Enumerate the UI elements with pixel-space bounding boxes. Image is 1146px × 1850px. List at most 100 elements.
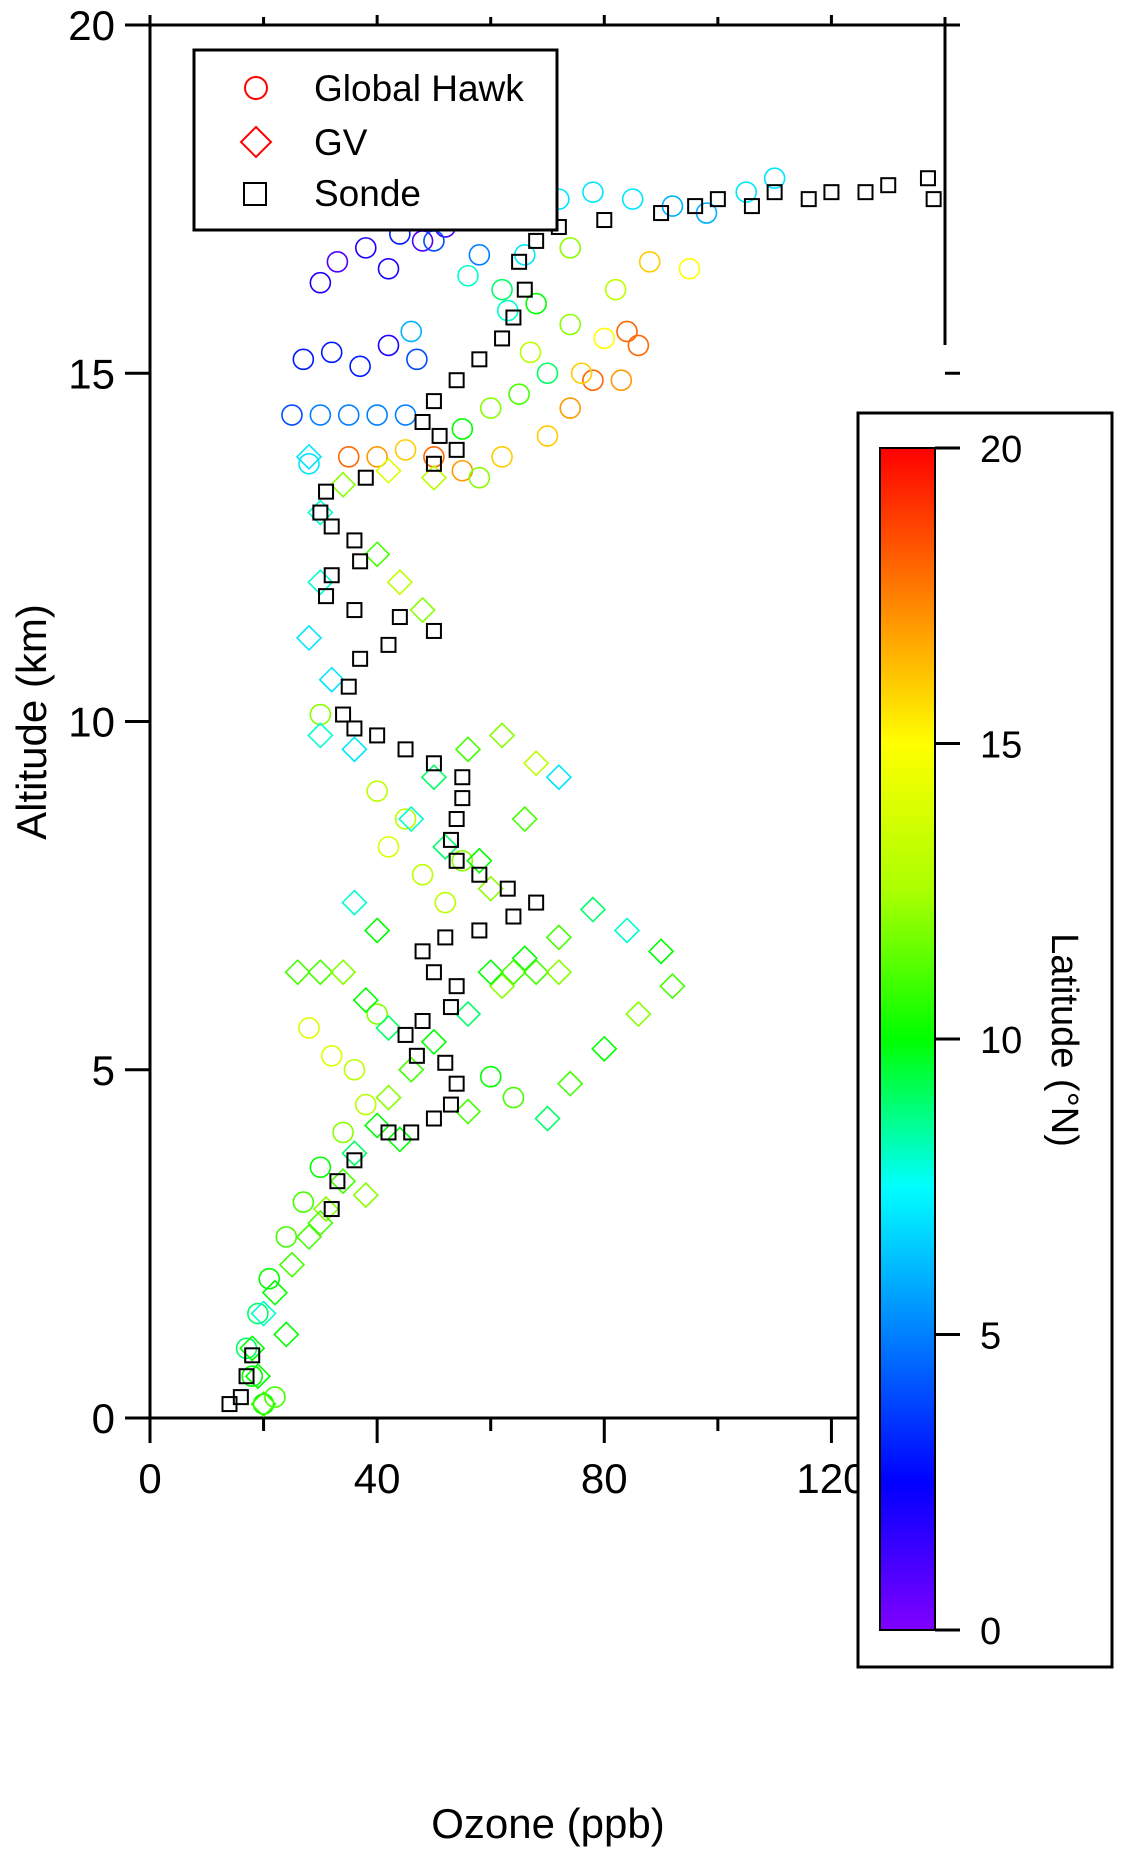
gv-point: [386, 569, 413, 596]
sonde-point: [511, 253, 528, 270]
global-hawk-point: [434, 891, 457, 914]
sonde-point: [323, 1201, 340, 1218]
legend: Global Hawk GV Sonde: [192, 48, 559, 232]
sonde-point: [442, 1096, 459, 1113]
gv-point: [409, 596, 436, 624]
data-layer: [221, 167, 942, 1418]
legend-label-sonde: Sonde: [314, 173, 421, 214]
sonde-point: [448, 978, 465, 995]
global-hawk-point: [247, 1302, 269, 1325]
sonde-point: [340, 678, 357, 695]
gv-point: [318, 666, 345, 693]
y-tick-label: 20: [68, 2, 115, 49]
global-hawk-point: [366, 780, 388, 802]
colorbar-tick-label: 15: [980, 725, 1022, 767]
global-hawk-point: [337, 404, 360, 426]
gv-point: [613, 917, 641, 944]
global-hawk-point: [559, 237, 582, 259]
global-hawk-point: [406, 348, 428, 371]
colorbar-label: Latitude (°N): [1043, 933, 1085, 1147]
sonde-point: [403, 1124, 420, 1141]
global-hawk-point: [394, 404, 417, 426]
global-hawk-point: [479, 397, 502, 419]
sonde-point: [857, 184, 874, 201]
global-hawk-point: [582, 181, 604, 203]
x-tick-label: 120: [796, 1455, 866, 1502]
gv-point: [488, 722, 516, 749]
colorbar-tick-label: 20: [980, 429, 1022, 471]
global-hawk-point: [366, 404, 388, 426]
global-hawk-point: [525, 292, 547, 315]
global-hawk-point: [491, 278, 513, 301]
gv-point: [545, 959, 572, 986]
gv-point: [250, 1300, 277, 1327]
y-tick-label: 5: [92, 1047, 115, 1094]
gv-point: [454, 1000, 482, 1028]
global-hawk-point: [264, 1386, 286, 1408]
sonde-point: [653, 205, 670, 222]
global-hawk-point: [377, 334, 400, 357]
gv-point: [375, 1084, 402, 1111]
global-hawk-point: [320, 1045, 343, 1067]
global-hawk-point: [292, 1191, 315, 1213]
sonde-point: [925, 191, 942, 208]
global-hawk-point: [468, 466, 491, 489]
gv-point: [307, 959, 334, 986]
gv-point: [250, 1390, 277, 1418]
sonde-point: [425, 455, 442, 472]
sonde-point: [596, 212, 613, 229]
gv-point: [534, 1105, 561, 1132]
sonde-point: [448, 811, 465, 828]
global-hawk-point: [536, 362, 559, 385]
global-hawk-point: [678, 257, 701, 280]
global-hawk-point: [763, 167, 786, 190]
sonde-point: [397, 741, 414, 758]
global-hawk-point: [252, 1393, 275, 1415]
x-axis-label: Ozone (ppb): [431, 1800, 664, 1847]
global-hawk-point: [354, 237, 377, 259]
x-tick-label: 80: [581, 1455, 628, 1502]
global-hawk-point: [559, 313, 582, 336]
gv-point: [500, 959, 527, 986]
x-tick-label: 0: [138, 1455, 161, 1502]
legend-marker-sonde: [243, 182, 267, 206]
sonde-point: [323, 518, 340, 535]
gv-point: [329, 959, 357, 986]
sonde-point: [494, 330, 511, 347]
gv-point: [307, 1209, 334, 1237]
gv-point: [454, 1098, 482, 1125]
global-hawk-point: [457, 264, 479, 287]
global-hawk-point: [326, 251, 349, 273]
gv-point: [591, 1035, 618, 1062]
y-axis-label: Altitude (km): [8, 604, 55, 840]
y-tick-label: 15: [68, 350, 115, 397]
gv-point: [341, 736, 368, 763]
global-hawk-point: [366, 446, 388, 468]
legend-marker-gv: [239, 125, 273, 159]
global-hawk-point: [536, 425, 559, 447]
global-hawk-point: [604, 278, 627, 301]
global-hawk-point: [332, 1121, 354, 1144]
global-hawk-point: [468, 244, 491, 266]
sonde-point: [743, 198, 760, 215]
legend-label-gv: GV: [314, 122, 368, 163]
sonde-point: [800, 191, 817, 208]
legend-box: [192, 48, 559, 232]
sonde-point: [448, 1075, 465, 1092]
series-sonde: [221, 170, 942, 1413]
gv-point: [341, 889, 368, 916]
sonde-point: [823, 184, 840, 201]
sonde-point: [471, 922, 488, 939]
gv-point: [295, 1223, 323, 1251]
sonde-point: [357, 469, 374, 486]
sonde-point: [687, 198, 704, 215]
sonde-point: [425, 755, 442, 772]
sonde-point: [318, 483, 335, 500]
axes-layer: 0 40 80 120 0 5 10 15 20: [68, 2, 960, 1502]
sonde-point: [352, 650, 369, 667]
gv-point: [295, 624, 323, 652]
gv-point: [398, 805, 425, 833]
global-hawk-point: [281, 404, 303, 426]
global-hawk-point: [479, 1065, 502, 1088]
